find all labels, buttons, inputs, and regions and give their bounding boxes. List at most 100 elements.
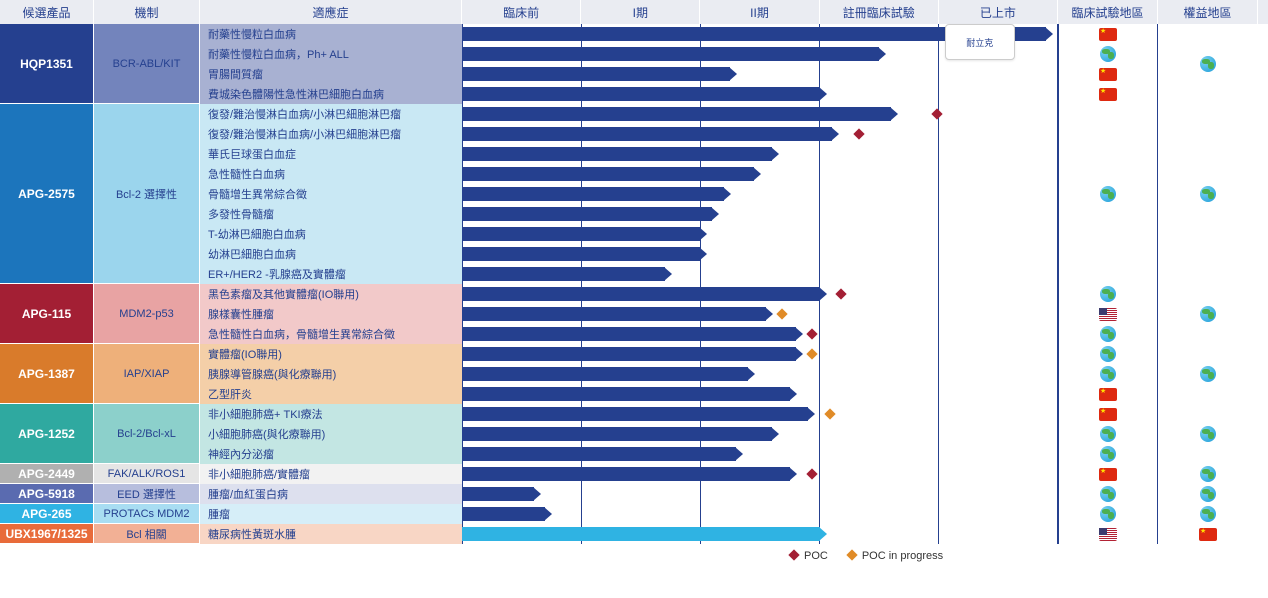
phase-row: [462, 464, 1058, 484]
indication-cell: 胰腺導管腺癌(與化療聯用): [200, 364, 462, 384]
phase-bar: [462, 527, 820, 541]
hdr-phase: 註冊臨床試驗: [820, 0, 939, 24]
rights-cell: [1158, 464, 1258, 484]
indication-cell: 腫瘤/血紅蛋白病: [200, 484, 462, 504]
phase-bar: [462, 327, 796, 341]
product-cell: APG-2449: [0, 464, 94, 484]
phase-row: [462, 284, 1058, 304]
cn-flag-icon: [1199, 528, 1217, 541]
phase-bar: [462, 247, 700, 261]
bar-tip: [819, 527, 827, 541]
globe-icon: [1100, 286, 1116, 302]
bar-tip: [533, 487, 541, 501]
product-cell: APG-1387: [0, 344, 94, 404]
hdr-region: 臨床試驗地區: [1058, 0, 1158, 24]
product-cell: APG-115: [0, 284, 94, 344]
region-cell: [1059, 104, 1157, 124]
poc-marker: [806, 328, 817, 339]
cn-flag-icon: [1099, 88, 1117, 101]
phase-bar: [462, 167, 754, 181]
indication-cell: 耐藥性慢粒白血病: [200, 24, 462, 44]
phase-row: [462, 244, 1058, 264]
phase-bar: [462, 367, 748, 381]
phase-bar: [462, 487, 534, 501]
rights-cell: [1158, 404, 1258, 464]
hdr-phase: II期: [700, 0, 819, 24]
bar-tip: [699, 227, 707, 241]
hdr-indication: 適應症: [200, 0, 462, 24]
phase-bar: [462, 467, 790, 481]
indication-cell: 胃腸間質瘤: [200, 64, 462, 84]
phase-bar: [462, 227, 700, 241]
drug-block: APG-2575Bcl-2 選擇性復發/難治慢淋白血病/小淋巴細胞淋巴瘤復發/難…: [0, 104, 1268, 284]
rights-cell: [1158, 504, 1258, 524]
drug-block: APG-2449FAK/ALK/ROS1非小細胞肺癌/實體瘤: [0, 464, 1268, 484]
hdr-phase: 臨床前: [462, 0, 581, 24]
region-cell: [1059, 384, 1157, 404]
phase-row: [462, 264, 1058, 284]
legend-poc-progress: POC in progress: [848, 550, 943, 562]
bar-tip: [723, 187, 731, 201]
phase-bar: [462, 427, 772, 441]
cn-flag-icon: [1099, 28, 1117, 41]
rights-cell: [1158, 524, 1258, 544]
globe-icon: [1200, 466, 1216, 482]
mechanism-cell: EED 選擇性: [94, 484, 200, 504]
legend-poc: POC: [790, 550, 828, 562]
bar-tip: [747, 367, 755, 381]
indication-cell: 費城染色體陽性急性淋巴細胞白血病: [200, 84, 462, 104]
phase-row: [462, 424, 1058, 444]
globe-icon: [1200, 366, 1216, 382]
phase-row: [462, 324, 1058, 344]
bar-tip: [771, 427, 779, 441]
indication-cell: 神經內分泌瘤: [200, 444, 462, 464]
phase-row: [462, 504, 1058, 524]
indication-cell: 糖尿病性黃斑水腫: [200, 524, 462, 544]
region-cell: [1059, 304, 1157, 324]
phase-bar: [462, 207, 712, 221]
drug-block: APG-265PROTACs MDM2腫瘤: [0, 504, 1268, 524]
indication-cell: 華氏巨球蛋白血症: [200, 144, 462, 164]
mechanism-cell: IAP/XIAP: [94, 344, 200, 404]
indication-cell: 非小細胞肺癌/實體瘤: [200, 464, 462, 484]
rights-cell: [1158, 484, 1258, 504]
globe-icon: [1200, 306, 1216, 322]
header-row: 候選產品 機制 適應症 臨床前I期II期註冊臨床試驗已上市 臨床試驗地區 權益地…: [0, 0, 1268, 24]
drug-block: UBX1967/1325Bcl 相關糖尿病性黃斑水腫: [0, 524, 1268, 544]
globe-icon: [1100, 426, 1116, 442]
phase-row: [462, 364, 1058, 384]
phase-bar: [462, 47, 879, 61]
phase-bar: [462, 187, 724, 201]
us-flag-icon: [1099, 308, 1117, 321]
region-cell: [1059, 524, 1157, 544]
indication-cell: 乙型肝炎: [200, 384, 462, 404]
region-cell: [1059, 484, 1157, 504]
region-cell: [1059, 444, 1157, 464]
region-cell: [1059, 124, 1157, 144]
globe-icon: [1100, 326, 1116, 342]
rights-cell: [1158, 24, 1258, 104]
product-cell: UBX1967/1325: [0, 524, 94, 544]
region-cell: [1059, 264, 1157, 284]
bar-tip: [1045, 27, 1053, 41]
phase-row: [462, 124, 1058, 144]
phase-row: [462, 204, 1058, 224]
bar-tip: [789, 467, 797, 481]
legend: POC POC in progress: [0, 544, 1268, 568]
indication-cell: 小細胞肺癌(與化療聯用): [200, 424, 462, 444]
rights-cell: [1158, 344, 1258, 404]
phase-row: [462, 104, 1058, 124]
indication-cell: 實體瘤(IO聯用): [200, 344, 462, 364]
region-cell: [1059, 84, 1157, 104]
region-cell: [1059, 424, 1157, 444]
indication-cell: 腺樣囊性腫瘤: [200, 304, 462, 324]
phase-row: [462, 64, 1058, 84]
phase-bar: [462, 307, 766, 321]
phase-row: [462, 524, 1058, 544]
globe-icon: [1100, 506, 1116, 522]
poc-progress-marker: [806, 348, 817, 359]
globe-icon: [1200, 506, 1216, 522]
phase-bar: [462, 267, 665, 281]
bar-tip: [753, 167, 761, 181]
region-cell: [1059, 464, 1157, 484]
